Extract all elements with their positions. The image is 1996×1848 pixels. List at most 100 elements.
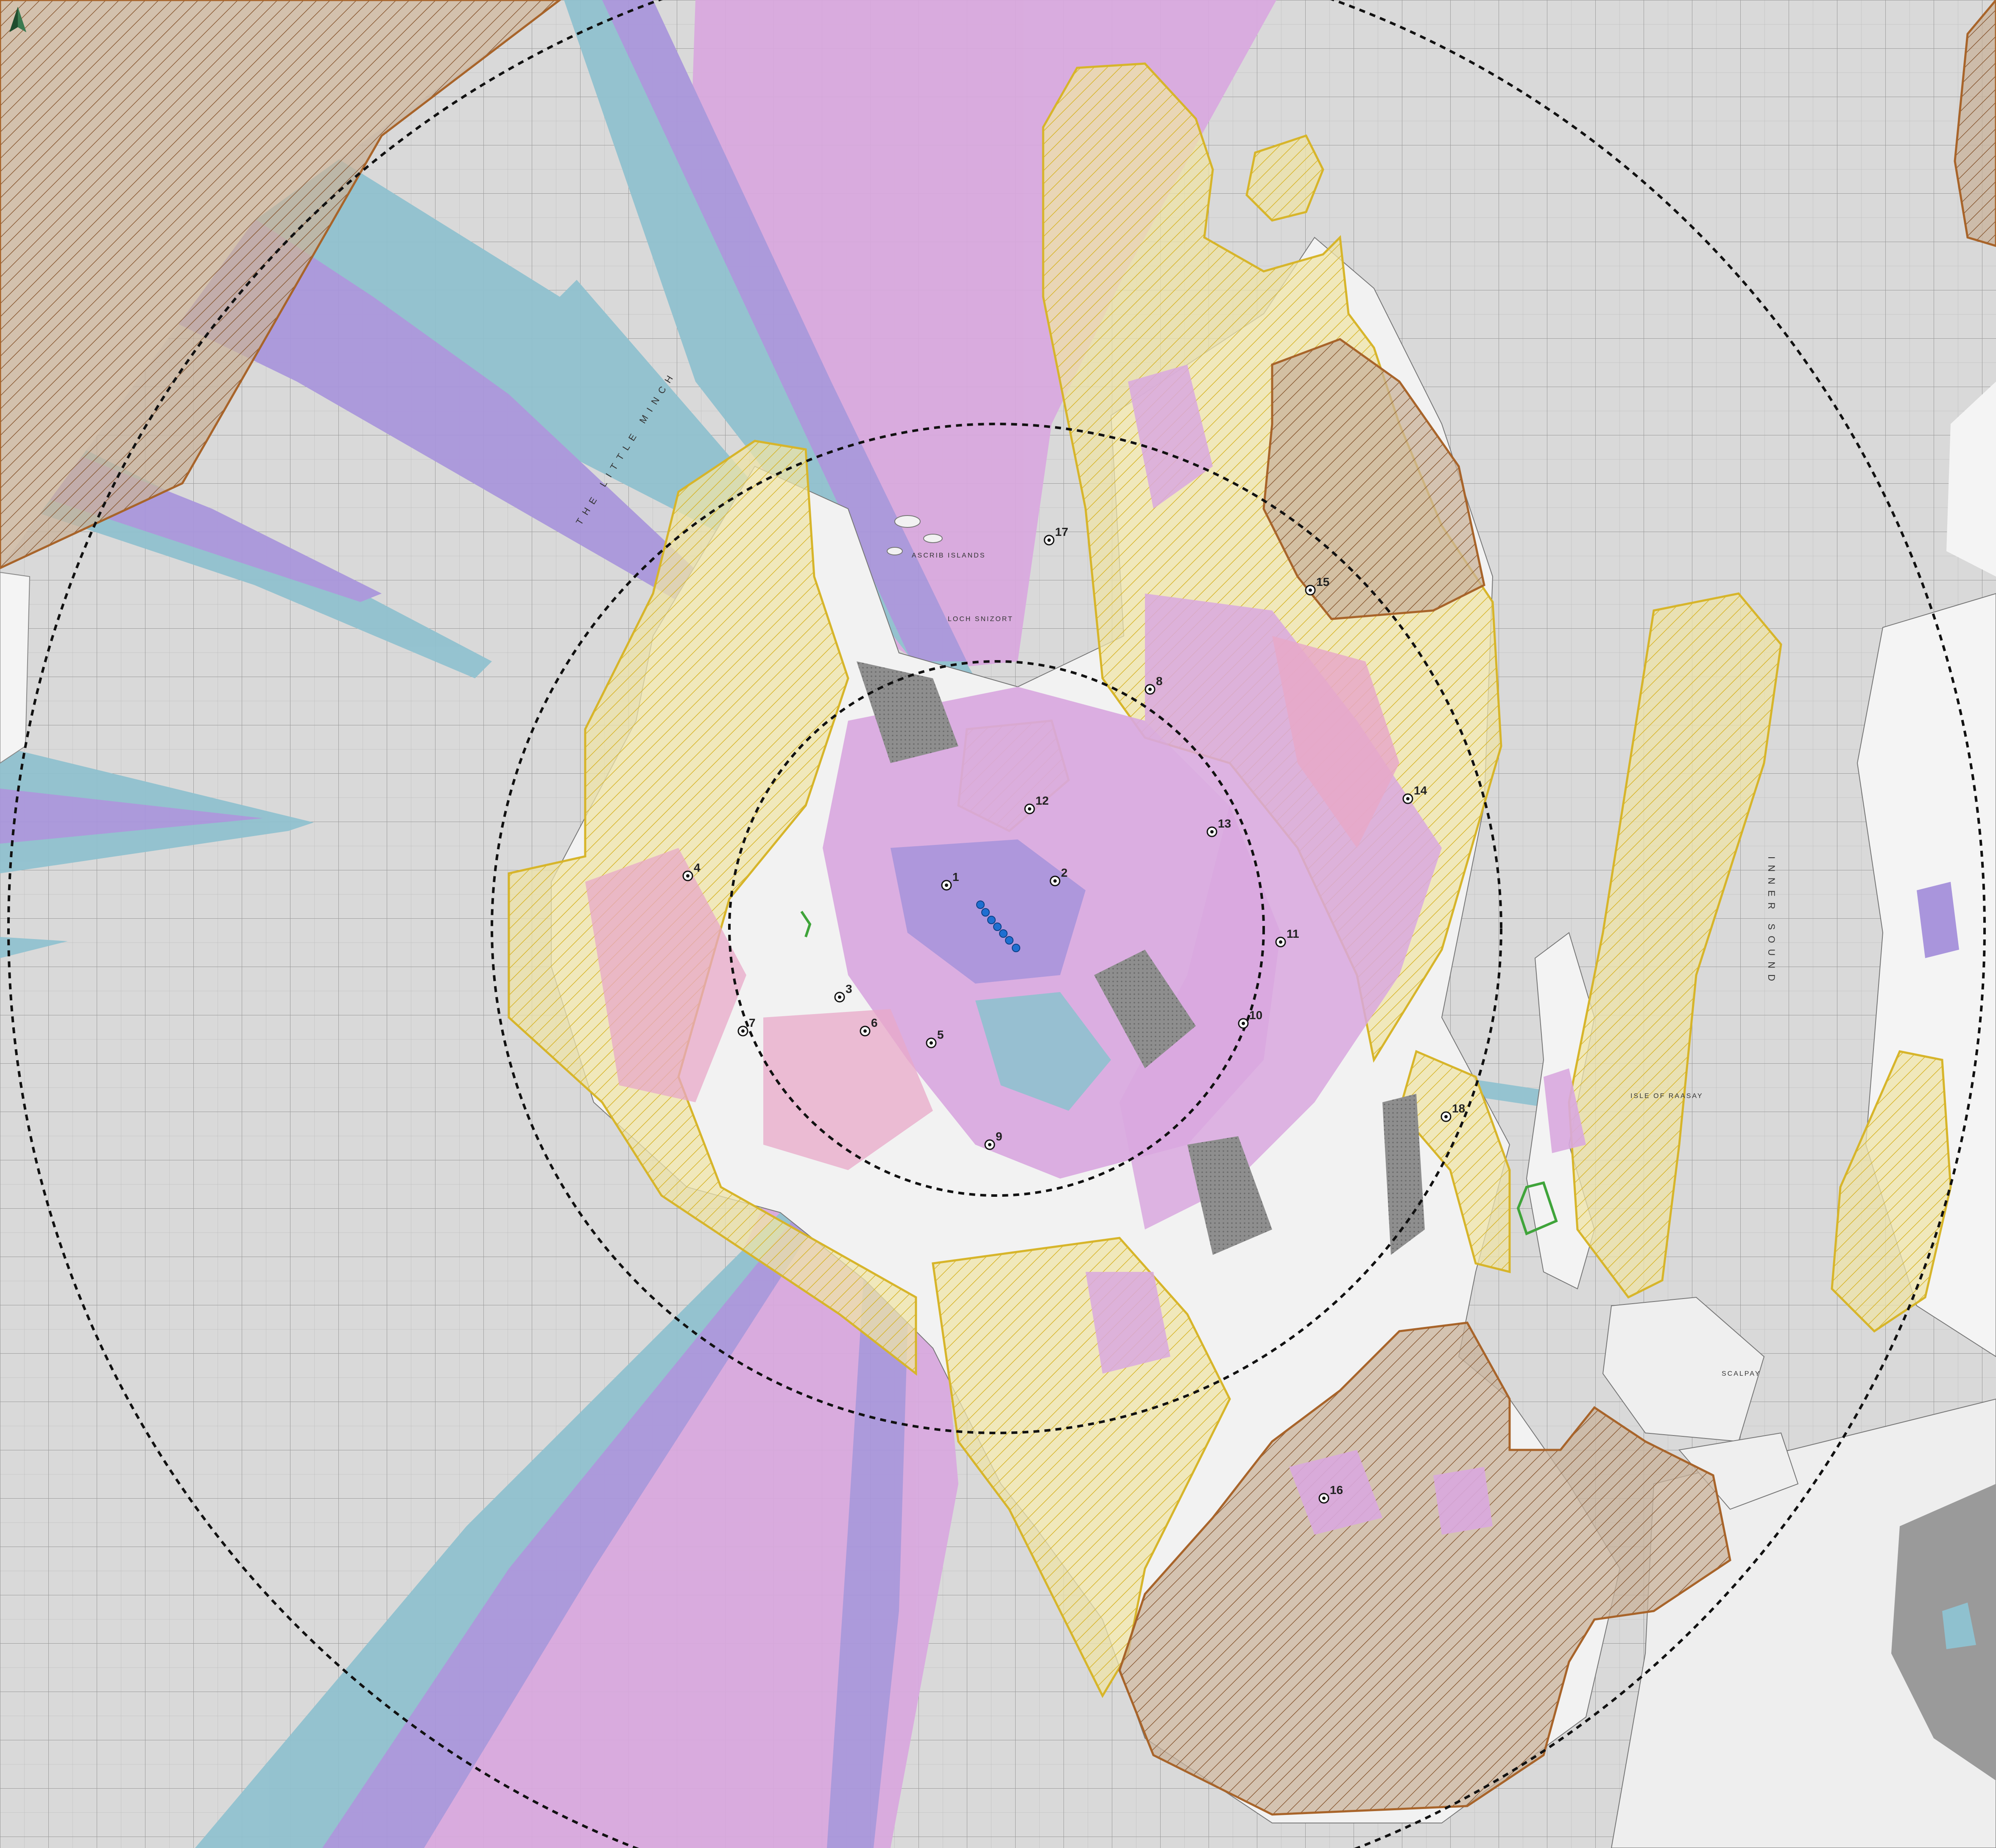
viewpoint-label: 6 [871, 1016, 878, 1029]
viewpoint-2: 2 [1050, 866, 1068, 886]
zone-south-magenta [1086, 1272, 1170, 1374]
zone-east-pink [1272, 636, 1399, 848]
ray-south-cyan [195, 1196, 814, 1848]
main-island [508, 62, 1731, 1823]
viewpoint-marker-dot [863, 1029, 867, 1033]
raasay-landscape-yellow [1568, 592, 1782, 1299]
viewpoint-label: 4 [694, 861, 701, 874]
viewpoint-marker-dot [945, 884, 948, 887]
viewpoint-1: 1 [941, 870, 959, 891]
viewpoint-marker-dot [741, 1029, 745, 1033]
viewpoint-marker-dot [1047, 538, 1051, 542]
viewpoint-12: 12 [1024, 794, 1049, 814]
viewpoint-marker-dot [838, 995, 841, 999]
viewpoint-label: 18 [1452, 1102, 1465, 1115]
landscape-west-yellow [508, 440, 917, 1376]
viewpoint-label: 10 [1249, 1009, 1262, 1022]
radius-ring-outer [7, 0, 1986, 1848]
east-cyan-patch [1942, 1603, 1976, 1649]
viewpoint-label: 13 [1218, 817, 1231, 830]
east-grey-patch [1891, 1484, 1996, 1781]
landscape-northeast-brown [1262, 338, 1485, 620]
viewpoint-6: 6 [860, 1016, 878, 1037]
viewpoint-marker-dot [988, 1143, 991, 1146]
landscape-cuillin-brown [1118, 1321, 1731, 1816]
viewpoint-label: 17 [1055, 525, 1068, 538]
loch-snizort-label: LOCH SNIZORT [948, 616, 1013, 623]
viewpoint-3: 3 [834, 982, 852, 1003]
ascrib-islands [887, 515, 943, 555]
zone-central-cyan [975, 992, 1111, 1111]
viewpoint-marker-dot [1309, 588, 1312, 592]
viewpoint-10: 10 [1238, 1009, 1262, 1029]
turbine [987, 916, 996, 924]
raasay-island [1516, 592, 1799, 1510]
viewpoint-label: 3 [846, 982, 852, 995]
viewpoint-marker-dot [1210, 830, 1214, 833]
zone-cuillin-magenta-2 [1433, 1467, 1493, 1535]
viewpoint-16: 16 [1318, 1483, 1343, 1504]
turbine [976, 900, 985, 909]
zone-west-pink [585, 848, 746, 1102]
viewpoint-label: 15 [1316, 575, 1329, 588]
viewpoint-label: 9 [996, 1130, 1002, 1143]
zone-grey-2 [1094, 950, 1196, 1068]
raasay-site-boundary [1516, 1181, 1558, 1236]
ascrib-island-2 [923, 534, 943, 543]
study-radius-rings [7, 0, 1986, 1848]
ascrib-islands-label: ASCRIB ISLANDS [912, 552, 985, 559]
northwest-landscape-brown [0, 0, 562, 569]
viewpoint-label: 16 [1330, 1483, 1343, 1497]
zone-southwest-pink [763, 1009, 933, 1170]
east-land-strip [1946, 382, 1996, 577]
viewpoint-14: 14 [1402, 784, 1427, 804]
zone-grey-4 [1382, 1094, 1425, 1255]
raasay-magenta [1544, 1068, 1586, 1153]
viewpoint-marker-dot [1242, 1022, 1245, 1025]
viewpoint-label: 2 [1061, 866, 1068, 879]
ray-west-purple [0, 789, 263, 844]
viewpoint-label: 8 [1156, 675, 1163, 688]
viewpoint-18: 18 [1440, 1102, 1465, 1122]
viewpoint-9: 9 [984, 1130, 1002, 1150]
viewpoint-label: 12 [1036, 794, 1049, 807]
zone-grey-3 [1187, 1136, 1272, 1255]
scalpay-label: SCALPAY [1722, 1370, 1761, 1377]
viewpoint-15: 15 [1305, 575, 1329, 596]
viewpoint-label: 5 [937, 1028, 944, 1041]
viewpoint-marker-dot [1322, 1497, 1326, 1500]
turbine [1005, 936, 1013, 945]
ray-south-purple [322, 1204, 823, 1848]
ray-north-purple [602, 0, 967, 661]
landscape-northeast-yellow [1245, 134, 1324, 222]
east-landscape-brown-top [1954, 0, 1996, 247]
viewpoint-17: 17 [1044, 525, 1068, 546]
isle-of-raasay-label: ISLE OF RAASAY [1630, 1093, 1703, 1100]
viewpoint-label: 11 [1287, 927, 1299, 940]
viewpoint-label: 14 [1414, 784, 1427, 797]
viewpoint-8: 8 [1145, 675, 1163, 695]
zone-cuillin-magenta [1289, 1450, 1382, 1535]
viewpoint-marker-dot [1028, 807, 1031, 811]
inner-sound-label: INNER SOUND [1766, 856, 1777, 987]
viewpoint-marker-dot [686, 874, 690, 878]
site-boundary-west [800, 911, 812, 937]
west-coast-land [0, 571, 31, 764]
radius-ring-inner [728, 660, 1265, 1197]
east-purple-patch [1917, 882, 1959, 958]
viewpoint-marker-dot [1444, 1115, 1448, 1118]
viewpoint-7: 7 [737, 1016, 756, 1037]
north-arrow-icon [9, 7, 26, 32]
turbine [981, 908, 990, 917]
viewpoint-marker-dot [1406, 797, 1410, 800]
ray-south-magenta [276, 1170, 958, 1848]
viewpoint-11: 11 [1275, 927, 1299, 948]
ascrib-island-1 [894, 515, 921, 528]
viewpoint-5: 5 [926, 1028, 944, 1048]
zone-ne-magenta [1128, 365, 1213, 509]
northwest-landmass [0, 0, 562, 764]
viewpoint-marker-dot [1279, 940, 1282, 944]
